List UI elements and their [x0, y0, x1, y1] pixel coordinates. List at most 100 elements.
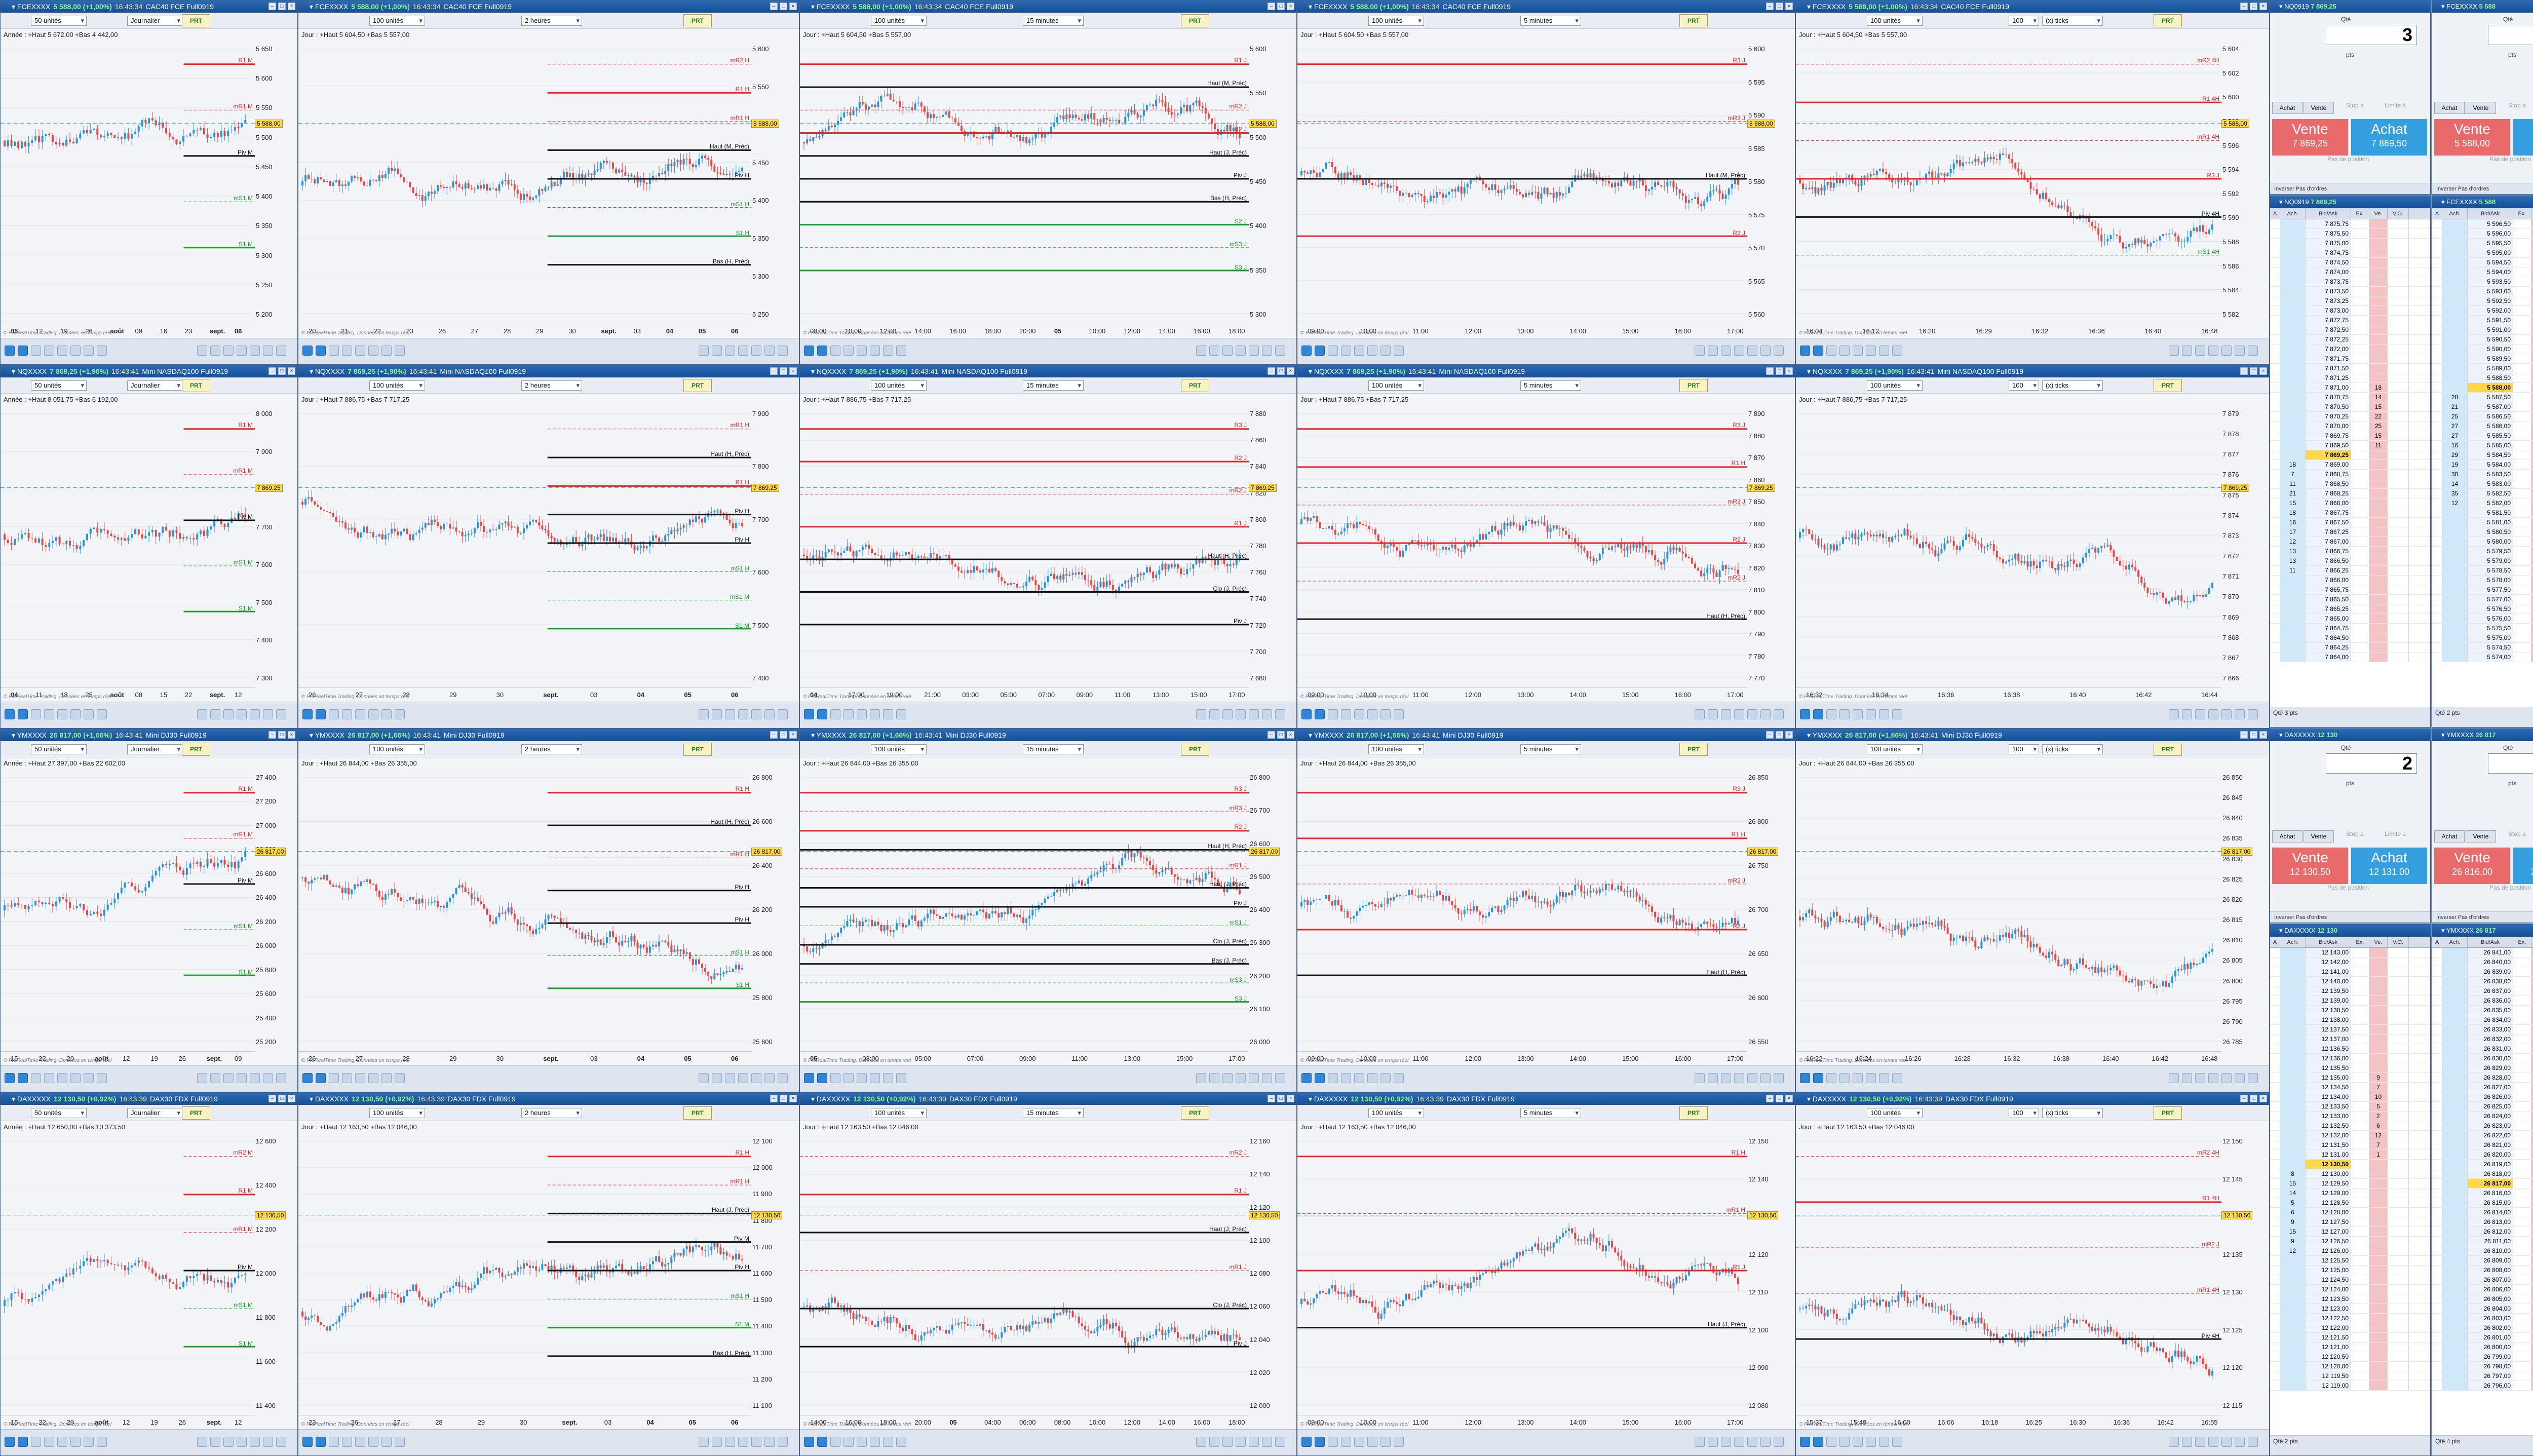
cursor-icon[interactable] [817, 709, 827, 719]
bid-size-cell[interactable] [2442, 614, 2468, 623]
magnifier-icon[interactable] [1747, 709, 1757, 719]
indicator-icon[interactable] [2169, 1437, 2179, 1447]
bid-size-cell[interactable] [2442, 1083, 2468, 1092]
ask-size-cell[interactable] [2531, 1083, 2533, 1092]
ask-size-cell[interactable] [2531, 604, 2533, 614]
ladder-column-header[interactable]: V.O. [2388, 937, 2409, 947]
ladder-column-header[interactable]: Bid/Ask [2468, 937, 2513, 947]
indicator-icon[interactable] [2169, 709, 2179, 719]
close-icon[interactable]: × [1785, 367, 1793, 375]
zoom-minus-icon[interactable] [263, 346, 273, 356]
ask-size-cell[interactable] [2531, 556, 2533, 565]
ladder-row[interactable]: 26 811,00 [2432, 1237, 2533, 1246]
ladder-title[interactable]: ▾ FCEXXXX 5 588 [2432, 196, 2533, 208]
maximize-icon[interactable]: □ [1776, 1095, 1783, 1102]
bid-size-cell[interactable]: 18 [2280, 508, 2306, 517]
layers-icon[interactable] [1222, 346, 1233, 356]
timeframe-select[interactable]: Journalier [127, 380, 183, 391]
chart-title-bar[interactable]: ▾ YMXXXX 26 817,00 (+1,66%) 16:43:41 Mini D… [1796, 729, 2269, 741]
time-axis[interactable]: 08:00 10:00 12:00 14:00 16:00 18:00 20:00 05 10:… [800, 324, 1249, 338]
cursor-icon[interactable] [1813, 1073, 1823, 1083]
cursor-icon[interactable] [316, 1073, 326, 1083]
zoom-plus-icon[interactable] [1774, 346, 1784, 356]
time-axis[interactable]: 09:00 10:00 11:00 12:00 13:00 14:00 15:00 16:00… [1297, 687, 1747, 702]
zoom-minus-icon[interactable] [1262, 1073, 1272, 1083]
zoom-out-icon[interactable] [355, 1437, 365, 1447]
ladder-row[interactable]: 12 136,00 [2270, 1054, 2430, 1063]
close-icon[interactable]: × [2259, 1095, 2267, 1102]
minimize-icon[interactable]: – [2240, 1095, 2248, 1102]
ask-size-cell[interactable] [2369, 566, 2388, 575]
ask-size-cell[interactable] [2531, 267, 2533, 277]
ask-size-cell[interactable] [2369, 499, 2388, 508]
ask-size-cell[interactable] [2369, 1044, 2388, 1053]
share-icon[interactable] [804, 709, 814, 719]
bid-size-cell[interactable] [2280, 219, 2306, 228]
ask-size-cell[interactable] [2531, 1323, 2533, 1332]
minimize-icon[interactable]: – [1268, 1095, 1275, 1102]
time-axis[interactable]: 15 22 29 août 12 19 26 sept. 12 [1, 1415, 255, 1429]
bid-size-cell[interactable] [2280, 1102, 2306, 1111]
ask-size-cell[interactable] [2369, 479, 2388, 488]
timeframe-select[interactable]: Journalier [127, 744, 183, 754]
layers-icon[interactable] [223, 346, 234, 356]
ask-size-cell[interactable] [2369, 604, 2388, 614]
ask-size-cell[interactable] [2531, 948, 2533, 957]
ladder-row[interactable]: 12 133,50 5 [2270, 1102, 2430, 1112]
bid-size-cell[interactable] [2280, 1314, 2306, 1323]
time-axis[interactable]: 05 12 19 26 août 09 16 23 sept. 06 [1, 324, 255, 338]
bid-size-cell[interactable] [2442, 258, 2468, 267]
ask-size-cell[interactable] [2531, 1034, 2533, 1044]
units-select[interactable]: 100 unités [1867, 380, 1923, 391]
bid-size-cell[interactable] [2280, 412, 2306, 421]
ask-size-cell[interactable] [2369, 229, 2388, 238]
ladder-row[interactable]: 15 7 868,00 [2270, 499, 2430, 508]
magnifier-icon[interactable] [250, 346, 260, 356]
ask-size-cell[interactable] [2369, 1246, 2388, 1255]
timeframe-select[interactable]: 15 minutes [1023, 744, 1084, 754]
bid-size-cell[interactable] [2280, 996, 2306, 1005]
zoom-minus-icon[interactable] [1262, 1437, 1272, 1447]
maximize-icon[interactable]: □ [1277, 1095, 1285, 1102]
ask-size-cell[interactable] [2369, 585, 2388, 594]
chart-title-bar[interactable]: ▾ NQXXXX 7 869,25 (+1,90%) 16:43:41 Mini NA… [298, 365, 799, 377]
timeframe-select[interactable]: 2 heures [521, 1108, 582, 1118]
zoom-out-icon[interactable] [857, 1437, 867, 1447]
bid-size-cell[interactable] [2280, 335, 2306, 344]
chart-title-bar[interactable]: ▾ NQXXXX 7 869,25 (+1,90%) 16:43:41 Mini NA… [1796, 365, 2269, 377]
bid-size-cell[interactable] [2442, 1227, 2468, 1236]
bid-size-cell[interactable] [2280, 1083, 2306, 1092]
ladder-row[interactable]: 17 7 867,25 [2270, 527, 2430, 537]
close-icon[interactable]: × [1785, 3, 1793, 10]
chart-title-bar[interactable]: ▾ DAXXXXX 12 130,50 (+0,92%) 16:43:39 DAX30… [800, 1093, 1296, 1105]
crosshair-icon[interactable] [1328, 709, 1338, 719]
ladder-row[interactable]: 7 864,25 [2270, 643, 2430, 653]
ask-size-cell[interactable] [2531, 1179, 2533, 1188]
layers-icon[interactable] [223, 1437, 234, 1447]
print-icon[interactable] [1236, 346, 1246, 356]
zoom-plus-icon[interactable] [778, 709, 788, 719]
minimize-icon[interactable]: – [1766, 367, 1774, 375]
close-icon[interactable]: × [1287, 367, 1294, 375]
close-icon[interactable]: × [1287, 3, 1294, 10]
ask-size-cell[interactable] [2531, 1343, 2533, 1352]
bid-size-cell[interactable] [2280, 653, 2306, 662]
timeframe-select[interactable]: 2 heures [521, 16, 582, 26]
zoom-plus-icon[interactable] [276, 1437, 286, 1447]
ladder-column-header[interactable]: Ach. [2442, 208, 2468, 219]
zoom-out-icon[interactable] [1853, 346, 1863, 356]
ladder-row[interactable]: 5 591,50 [2432, 316, 2533, 325]
share-icon[interactable] [302, 1073, 313, 1083]
print-icon[interactable] [1734, 1073, 1744, 1083]
ask-size-cell[interactable] [2531, 633, 2533, 642]
zoom-plus-icon[interactable] [1275, 709, 1285, 719]
minimize-icon[interactable]: – [2240, 731, 2248, 739]
ladder-column-header[interactable]: Ach. [2280, 937, 2306, 947]
zoom-out-icon[interactable] [1354, 709, 1364, 719]
ask-size-cell[interactable] [2531, 422, 2533, 431]
ladder-row[interactable]: 7 871,25 [2270, 373, 2430, 383]
zoom-in-icon[interactable] [342, 1073, 352, 1083]
timeframe-select[interactable]: 15 minutes [1023, 16, 1084, 26]
